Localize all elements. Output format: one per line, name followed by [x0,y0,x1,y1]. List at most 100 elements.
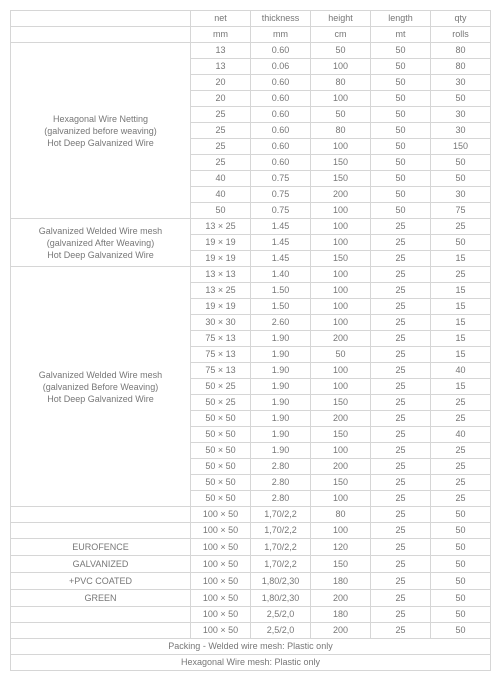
data-cell: 50 [431,171,491,187]
data-cell: 25 [191,123,251,139]
data-cell: 75 × 13 [191,363,251,379]
data-cell: 50 × 25 [191,395,251,411]
data-cell: 1.40 [251,267,311,283]
group-label: GREEN [11,590,191,607]
data-cell: 50 [431,523,491,539]
data-cell: 25 [371,573,431,590]
data-cell: 100 × 50 [191,556,251,573]
data-cell: 30 [431,187,491,203]
data-cell: 150 [311,251,371,267]
group-label: +PVC COATED [11,573,191,590]
data-cell: 150 [311,427,371,443]
data-cell: 50 [371,123,431,139]
data-cell: 50 [431,573,491,590]
data-cell: 50 × 50 [191,411,251,427]
data-cell: 15 [431,379,491,395]
data-cell: 1.90 [251,331,311,347]
data-cell: 25 [431,443,491,459]
data-cell: 50 [431,155,491,171]
data-cell: 50 [371,139,431,155]
data-cell: 50 × 50 [191,427,251,443]
data-cell: 150 [431,139,491,155]
footer-cell: Packing - Welded wire mesh: Plastic only [11,639,491,655]
data-cell: 1,80/2,30 [251,573,311,590]
data-cell: 1.50 [251,283,311,299]
data-cell: 25 [371,315,431,331]
data-cell: 40 [191,171,251,187]
data-cell: 100 [311,219,371,235]
data-cell: 0.75 [251,171,311,187]
data-cell: 50 [191,203,251,219]
data-cell: 2,5/2,0 [251,623,311,639]
data-cell: 100 [311,491,371,507]
group-label [11,507,191,523]
data-cell: 100 × 50 [191,507,251,523]
data-cell: 1.45 [251,219,311,235]
data-cell: 13 × 13 [191,267,251,283]
data-cell: 25 [431,475,491,491]
data-cell: 25 [191,107,251,123]
data-cell: 1.90 [251,363,311,379]
data-cell: 1,70/2,2 [251,539,311,556]
data-cell: 120 [311,539,371,556]
footer-cell: Hexagonal Wire mesh: Plastic only [11,655,491,671]
data-cell: 150 [311,395,371,411]
data-cell: 25 [371,475,431,491]
data-cell: 30 [431,107,491,123]
data-cell: 50 [311,107,371,123]
data-cell: 50 × 50 [191,443,251,459]
data-cell: 50 [371,43,431,59]
data-cell: 200 [311,459,371,475]
data-cell: 50 [431,507,491,523]
wire-mesh-table: netthicknessheightlengthqtymmmmcmmtrolls… [10,10,491,671]
data-cell: 19 × 19 [191,235,251,251]
data-cell: 0.60 [251,43,311,59]
data-cell: 50 × 50 [191,475,251,491]
data-cell: 1.90 [251,443,311,459]
data-cell: 100 × 50 [191,539,251,556]
data-cell: 0.06 [251,59,311,75]
data-cell: 20 [191,91,251,107]
data-cell: 180 [311,573,371,590]
data-cell: 150 [311,171,371,187]
data-cell: 1,70/2,2 [251,556,311,573]
data-cell: 25 [371,459,431,475]
data-cell: 150 [311,556,371,573]
data-cell: 100 × 50 [191,607,251,623]
group-label: Hexagonal Wire Netting(galvanized before… [11,43,191,219]
data-cell: 0.60 [251,91,311,107]
header-cell: qty [431,11,491,27]
data-cell: 25 [371,363,431,379]
group-label [11,607,191,623]
header-cell: height [311,11,371,27]
data-cell: 50 [431,91,491,107]
data-cell: 100 [311,267,371,283]
data-cell: 15 [431,315,491,331]
data-cell: 25 [371,283,431,299]
data-cell: 25 [431,267,491,283]
data-cell: 25 [431,395,491,411]
data-cell: 50 [371,91,431,107]
data-cell: 15 [431,299,491,315]
group-label: EUROFENCE [11,539,191,556]
data-cell: 50 [371,107,431,123]
data-cell: 25 [371,491,431,507]
data-cell: 50 [431,539,491,556]
data-cell: 200 [311,187,371,203]
data-cell: 100 [311,283,371,299]
data-cell: 25 [371,251,431,267]
data-cell: 25 [191,139,251,155]
data-cell: 50 [371,59,431,75]
data-cell: 15 [431,283,491,299]
data-cell: 0.60 [251,107,311,123]
data-cell: 180 [311,607,371,623]
data-cell: 0.60 [251,123,311,139]
data-cell: 50 [431,590,491,607]
data-cell: 75 [431,203,491,219]
data-cell: 200 [311,411,371,427]
data-cell: 0.60 [251,155,311,171]
data-cell: 0.75 [251,203,311,219]
data-cell: 100 [311,443,371,459]
data-cell: 25 [371,331,431,347]
data-cell: 100 [311,523,371,539]
